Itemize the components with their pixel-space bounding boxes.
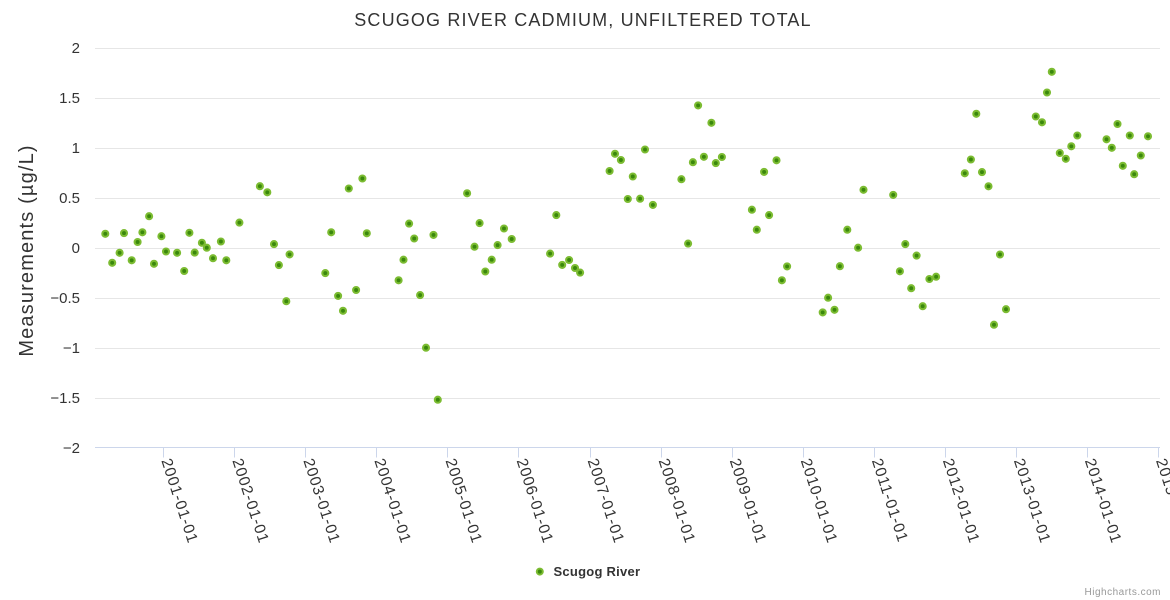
svg-text:2011-01-01: 2011-01-01 [868, 456, 911, 544]
svg-text:2015-01-01: 2015-01-01 [1152, 456, 1170, 545]
svg-text:2: 2 [72, 40, 80, 57]
svg-text:Measurements (µg/L): Measurements (µg/L) [16, 144, 38, 356]
svg-text:2014-01-01: 2014-01-01 [1081, 456, 1124, 545]
svg-text:−1: −1 [63, 340, 80, 357]
svg-text:0.5: 0.5 [59, 190, 80, 207]
svg-text:Highcharts.com: Highcharts.com [1085, 587, 1161, 598]
svg-text:2005-01-01: 2005-01-01 [442, 456, 485, 545]
svg-text:2003-01-01: 2003-01-01 [299, 456, 342, 545]
svg-text:Scugog River: Scugog River [554, 564, 641, 579]
svg-text:2008-01-01: 2008-01-01 [655, 456, 698, 545]
svg-text:2009-01-01: 2009-01-01 [726, 456, 769, 545]
svg-text:2004-01-01: 2004-01-01 [370, 456, 413, 545]
svg-text:2001-01-01: 2001-01-01 [157, 456, 200, 545]
svg-text:0: 0 [72, 240, 80, 257]
svg-text:−0.5: −0.5 [50, 290, 80, 307]
svg-text:2007-01-01: 2007-01-01 [584, 456, 627, 545]
svg-text:2006-01-01: 2006-01-01 [513, 456, 556, 545]
svg-text:−2: −2 [63, 440, 80, 457]
svg-text:2002-01-01: 2002-01-01 [228, 456, 271, 545]
svg-text:2013-01-01: 2013-01-01 [1010, 456, 1053, 545]
svg-text:SCUGOG RIVER CADMIUM, UNFILTER: SCUGOG RIVER CADMIUM, UNFILTERED TOTAL [354, 10, 811, 30]
svg-text:−1.5: −1.5 [50, 390, 80, 407]
svg-text:1.5: 1.5 [59, 90, 80, 107]
svg-text:2010-01-01: 2010-01-01 [797, 456, 840, 545]
svg-text:1: 1 [72, 140, 80, 157]
svg-text:2012-01-01: 2012-01-01 [939, 456, 982, 545]
